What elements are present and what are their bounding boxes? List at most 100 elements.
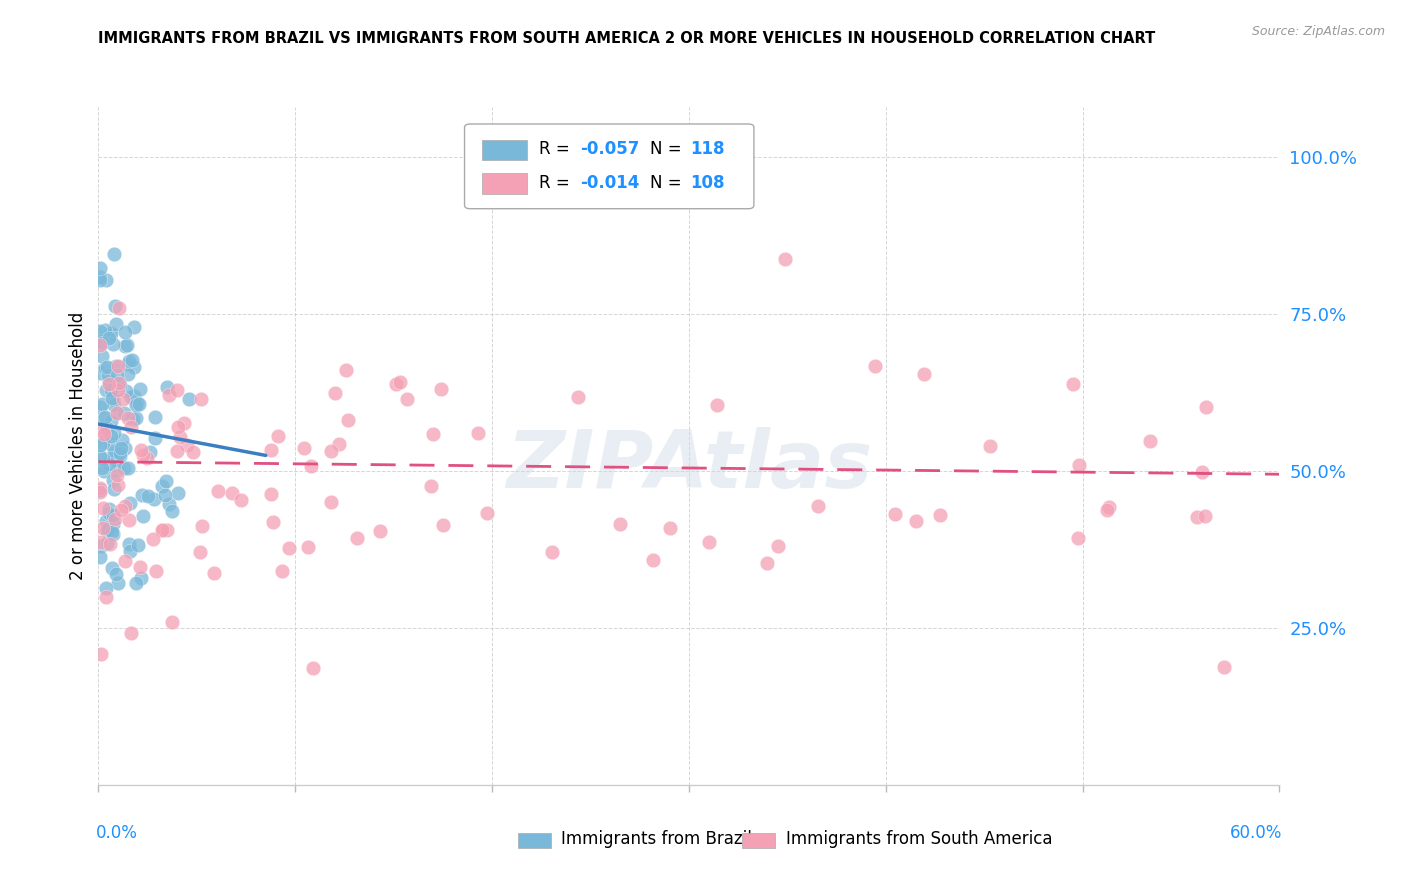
- Point: [107, 359, 129, 374]
- Point: [979, 439, 1001, 453]
- Point: [229, 492, 252, 507]
- FancyBboxPatch shape: [464, 124, 754, 209]
- Text: ZIPAtlas: ZIPAtlas: [506, 427, 872, 506]
- Point: [89, 400, 111, 414]
- Point: [156, 380, 179, 394]
- Point: [143, 409, 166, 424]
- Point: [90, 397, 112, 411]
- Point: [108, 377, 131, 392]
- Point: [91, 520, 114, 534]
- Point: [336, 413, 359, 427]
- Text: 0.0%: 0.0%: [96, 824, 138, 842]
- Point: [191, 519, 214, 533]
- Point: [122, 360, 145, 375]
- Text: Immigrants from Brazil: Immigrants from Brazil: [561, 830, 752, 848]
- Point: [91, 501, 114, 516]
- FancyBboxPatch shape: [742, 833, 775, 848]
- Point: [90, 349, 112, 363]
- Point: [641, 553, 664, 567]
- Point: [160, 504, 183, 518]
- Point: [221, 486, 243, 500]
- Point: [328, 437, 350, 451]
- Point: [323, 385, 346, 400]
- Point: [97, 374, 120, 388]
- Point: [863, 359, 886, 373]
- Point: [96, 536, 118, 550]
- Point: [117, 411, 139, 425]
- Point: [89, 260, 111, 275]
- Point: [260, 443, 283, 458]
- Text: N =: N =: [650, 174, 688, 192]
- Point: [107, 575, 129, 590]
- Point: [97, 522, 120, 536]
- Point: [105, 405, 128, 419]
- Point: [127, 538, 149, 552]
- Point: [115, 338, 138, 352]
- Point: [697, 535, 720, 549]
- Point: [105, 406, 128, 420]
- Text: N =: N =: [650, 140, 688, 158]
- Point: [292, 441, 315, 455]
- Point: [388, 376, 411, 390]
- Point: [93, 361, 115, 376]
- Point: [91, 436, 114, 450]
- Point: [467, 426, 489, 441]
- Point: [540, 545, 562, 559]
- Text: R =: R =: [538, 140, 575, 158]
- Point: [94, 581, 117, 595]
- Point: [142, 532, 165, 546]
- Point: [277, 541, 299, 555]
- Point: [1191, 465, 1213, 479]
- Point: [157, 388, 180, 402]
- Point: [167, 419, 190, 434]
- Point: [335, 363, 357, 377]
- Point: [89, 483, 111, 497]
- Point: [89, 485, 111, 500]
- Point: [136, 489, 159, 503]
- Point: [114, 499, 136, 513]
- Point: [101, 516, 124, 531]
- Point: [207, 483, 229, 498]
- Point: [114, 325, 136, 339]
- Point: [112, 406, 135, 420]
- Point: [1194, 509, 1216, 524]
- Point: [658, 521, 681, 535]
- Point: [89, 438, 111, 452]
- Point: [773, 252, 796, 266]
- Point: [706, 398, 728, 412]
- Point: [912, 367, 935, 381]
- Point: [100, 429, 122, 443]
- FancyBboxPatch shape: [482, 139, 527, 160]
- Point: [156, 524, 179, 538]
- Point: [166, 486, 188, 500]
- Point: [166, 443, 188, 458]
- Point: [884, 508, 907, 522]
- Point: [120, 420, 142, 434]
- Point: [120, 390, 142, 404]
- Point: [302, 661, 325, 675]
- Point: [105, 368, 128, 382]
- Point: [93, 427, 115, 442]
- Point: [125, 410, 148, 425]
- Point: [110, 442, 132, 456]
- Point: [259, 487, 281, 501]
- Point: [104, 453, 127, 467]
- Point: [1213, 659, 1236, 673]
- Text: IMMIGRANTS FROM BRAZIL VS IMMIGRANTS FROM SOUTH AMERICA 2 OR MORE VEHICLES IN HO: IMMIGRANTS FROM BRAZIL VS IMMIGRANTS FRO…: [98, 31, 1156, 46]
- Point: [96, 421, 118, 435]
- Point: [101, 337, 124, 351]
- Text: R =: R =: [538, 174, 575, 192]
- Point: [103, 445, 125, 459]
- Point: [89, 324, 111, 338]
- Point: [1187, 510, 1209, 524]
- Point: [1067, 458, 1090, 472]
- Point: [111, 433, 134, 447]
- Y-axis label: 2 or more Vehicles in Household: 2 or more Vehicles in Household: [69, 312, 87, 580]
- Point: [152, 523, 174, 537]
- Point: [299, 459, 322, 474]
- Point: [103, 392, 125, 406]
- Point: [98, 328, 121, 343]
- Point: [297, 540, 319, 554]
- Point: [91, 336, 114, 351]
- Point: [176, 437, 198, 451]
